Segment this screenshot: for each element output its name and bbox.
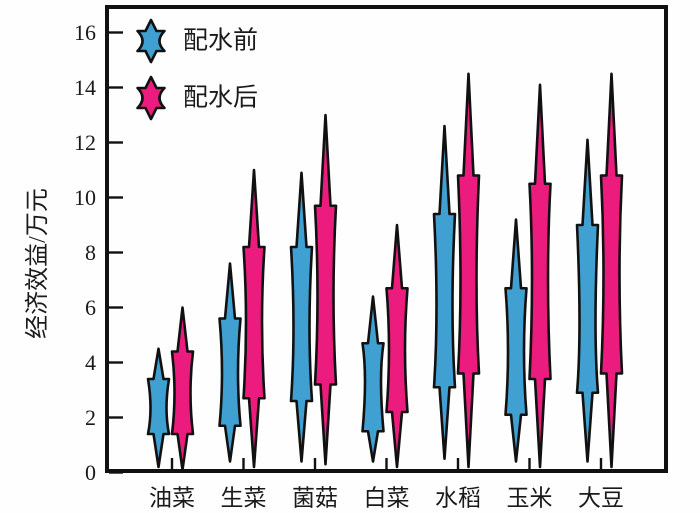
violin-生菜-配水后 — [242, 168, 266, 469]
y-tick-label: 16 — [74, 20, 96, 45]
violin-白菜-配水后 — [385, 223, 409, 469]
violin-白菜-配水前 — [361, 295, 385, 463]
violin-水稻-配水后 — [456, 72, 481, 469]
y-tick-label: 0 — [85, 460, 96, 485]
plot-frame — [105, 5, 668, 473]
violin-水稻-配水前 — [432, 124, 457, 461]
legend-label-配水后: 配水后 — [183, 84, 258, 112]
y-tick-label: 2 — [85, 405, 96, 430]
y-tick-label: 10 — [74, 185, 96, 210]
violin-油菜-配水前 — [146, 347, 171, 469]
x-axis-label-白菜: 白菜 — [364, 486, 410, 511]
y-tick-label: 6 — [85, 295, 96, 320]
y-axis-title: 经济效益/万元 — [24, 188, 51, 339]
y-tick-label: 14 — [74, 75, 96, 100]
violin-大豆-配水后 — [599, 72, 624, 469]
violin-菌菇-配水后 — [313, 113, 338, 466]
violin-菌菇-配水前 — [289, 171, 314, 463]
y-tick-label: 8 — [85, 240, 96, 265]
legend-marker-配水后 — [136, 75, 166, 121]
legend-marker-配水前 — [136, 18, 166, 64]
violin-大豆-配水前 — [575, 138, 600, 463]
x-axis-label-玉米: 玉米 — [507, 486, 553, 511]
violin-玉米-配水后 — [528, 83, 552, 469]
x-axis-label-水稻: 水稻 — [435, 486, 481, 511]
violin-生菜-配水前 — [218, 262, 242, 463]
violin-玉米-配水前 — [504, 218, 528, 463]
x-axis-label-大豆: 大豆 — [578, 486, 624, 511]
x-axis-label-生菜: 生菜 — [221, 486, 267, 511]
x-axis-label-油菜: 油菜 — [149, 486, 195, 511]
violin-油菜-配水后 — [170, 306, 195, 472]
x-axis-label-菌菇: 菌菇 — [292, 486, 338, 511]
y-tick-label: 12 — [74, 130, 96, 155]
y-tick-label: 4 — [85, 350, 96, 375]
legend-label-配水前: 配水前 — [183, 27, 258, 55]
